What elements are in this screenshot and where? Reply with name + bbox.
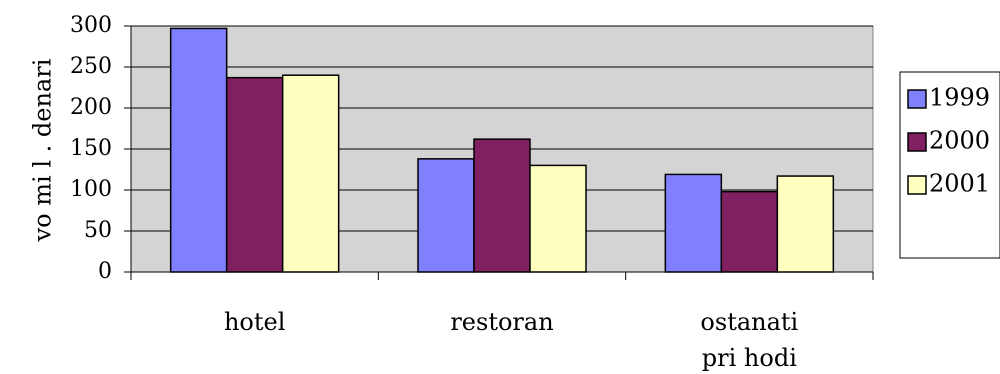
y-tick-label: 300 — [70, 13, 112, 38]
category-label: ostanati — [700, 308, 798, 336]
x-category-labels: hotel restoran ostanati pri hodi — [224, 308, 799, 372]
legend-swatch — [907, 175, 927, 195]
bars — [169, 27, 835, 273]
y-tick-label: 50 — [84, 218, 112, 243]
y-tick-label: 250 — [70, 54, 112, 79]
bar — [417, 158, 475, 273]
legend-label: 2000 — [929, 127, 990, 155]
bar — [169, 27, 228, 273]
category-label: pri hodi — [702, 344, 797, 372]
category-label: restoran — [450, 308, 553, 336]
bar — [720, 190, 779, 273]
y-axis-title: vo mi l . denari — [29, 58, 57, 242]
legend-label: 1999 — [929, 84, 990, 112]
y-tick-label: 100 — [70, 177, 112, 202]
legend-label: 2001 — [929, 170, 990, 198]
bar — [281, 74, 340, 273]
y-tick-label: 200 — [70, 95, 112, 120]
y-tick-label: 150 — [70, 136, 112, 161]
y-tick-label: 0 — [98, 259, 112, 284]
y-tick-labels: 0 50 100 150 200 250 300 — [70, 13, 112, 284]
bar — [664, 173, 723, 273]
legend: 1999 2000 2001 — [899, 71, 1000, 259]
legend-swatch — [907, 89, 927, 109]
bar — [776, 175, 835, 273]
category-label: hotel — [224, 308, 285, 336]
bar — [225, 76, 284, 273]
axes — [124, 25, 874, 280]
legend-swatch — [907, 132, 927, 152]
bar — [529, 164, 587, 273]
bar — [473, 138, 531, 273]
